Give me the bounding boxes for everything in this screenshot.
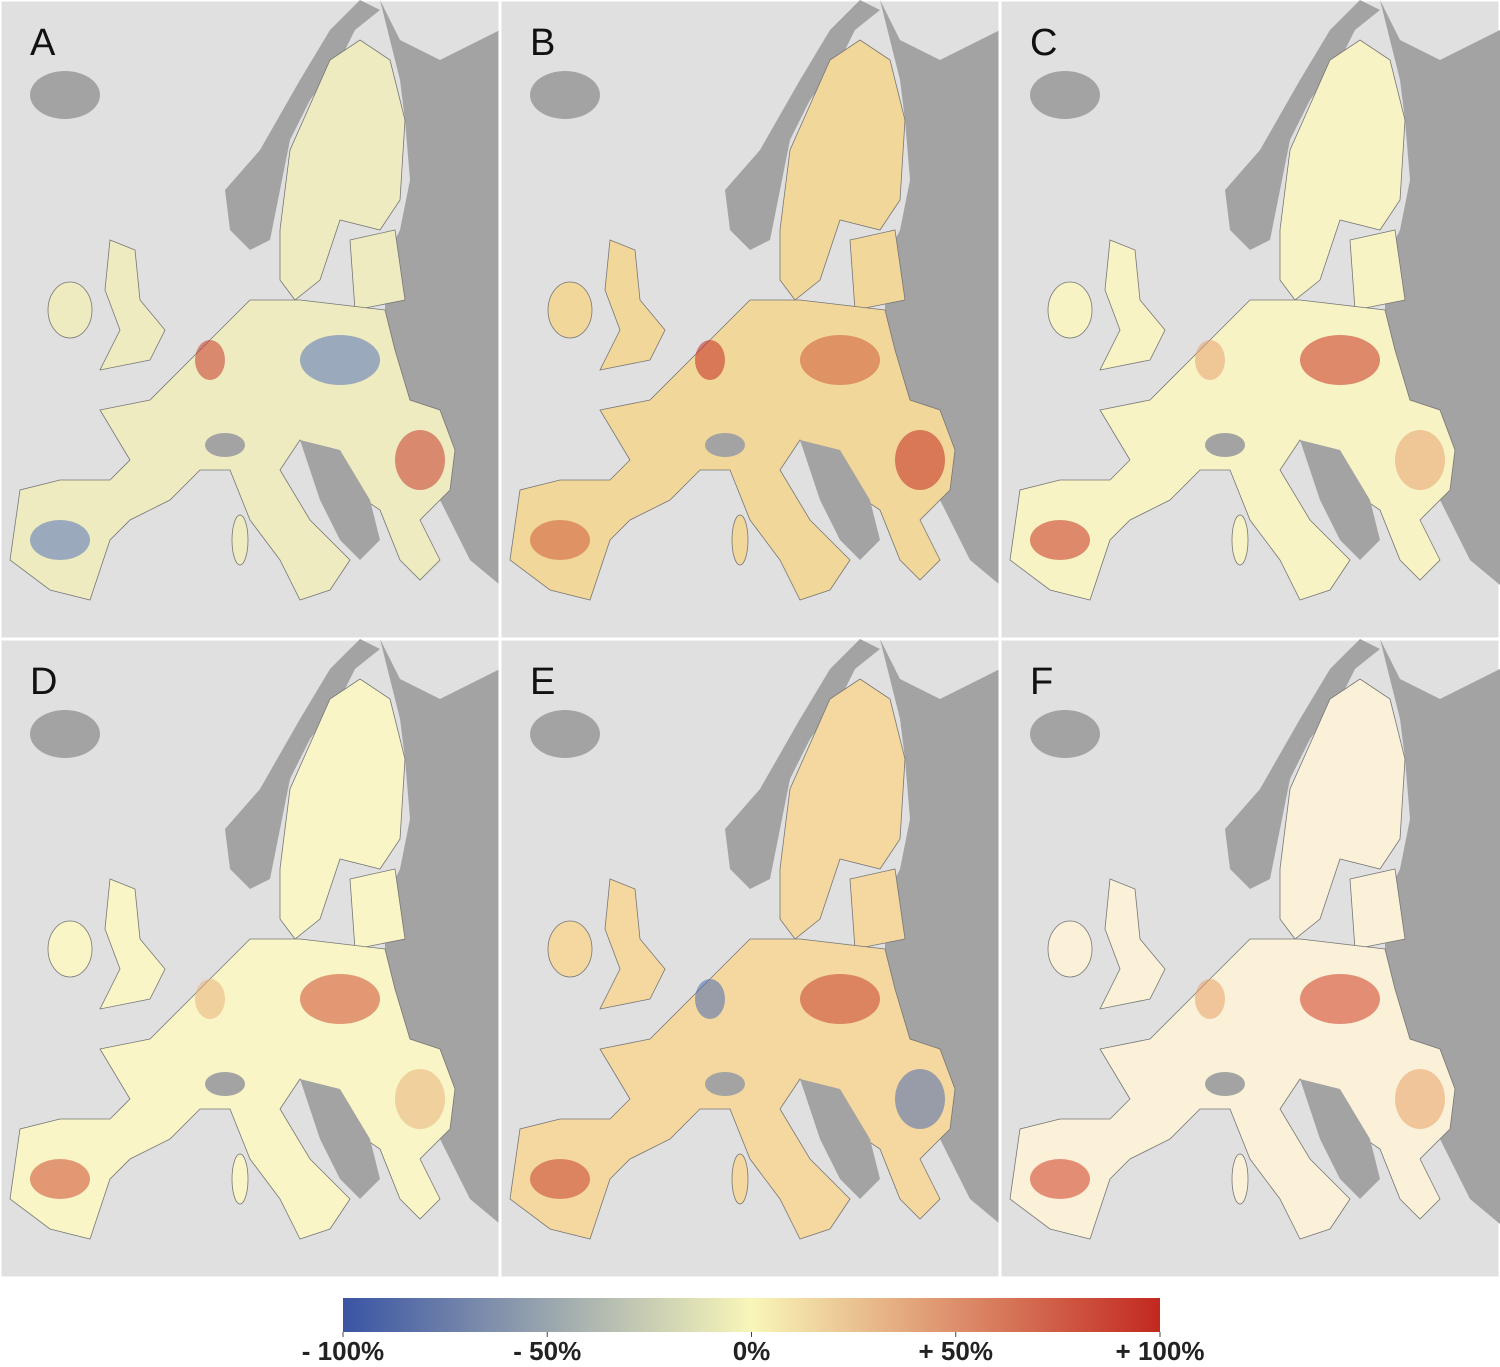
panel-label: B [530, 22, 555, 64]
map-panels: A B C D E F [0, 0, 1500, 1280]
change-hotspot [695, 979, 725, 1019]
change-hotspot [395, 1069, 445, 1129]
change-hotspot [1395, 430, 1445, 490]
colorbar [343, 1298, 1160, 1332]
change-hotspot [1030, 520, 1090, 560]
change-hotspot [195, 340, 225, 380]
map-panel: A [0, 0, 502, 641]
change-hotspot [1030, 1159, 1090, 1199]
map-panel: E [498, 637, 1002, 1280]
change-hotspot [895, 1069, 945, 1129]
panel-label: C [1030, 22, 1057, 64]
change-hotspot [1195, 340, 1225, 380]
tick-label: + 50% [919, 1336, 993, 1366]
change-hotspot [1300, 974, 1380, 1024]
colorbar-ticks: - 100% - 50% 0% + 50% + 100% [302, 1332, 1205, 1366]
map-panel: D [0, 637, 502, 1280]
change-hotspot [895, 430, 945, 490]
change-hotspot [1300, 335, 1380, 385]
tick-label: 0% [733, 1336, 771, 1366]
change-hotspot [800, 335, 880, 385]
map-panel: C [998, 0, 1500, 641]
change-hotspot [30, 520, 90, 560]
change-hotspot [530, 520, 590, 560]
change-hotspot [695, 340, 725, 380]
change-hotspot [530, 1159, 590, 1199]
change-hotspot [1195, 979, 1225, 1019]
map-panel: F [998, 637, 1500, 1280]
tick-label: - 100% [302, 1336, 384, 1366]
panel-label: A [30, 22, 56, 64]
panel-label: F [1030, 661, 1053, 703]
panel-label: E [530, 661, 555, 703]
change-hotspot [1395, 1069, 1445, 1129]
tick-label: - 50% [513, 1336, 581, 1366]
change-hotspot [30, 1159, 90, 1199]
change-hotspot [395, 430, 445, 490]
tick-label: + 100% [1116, 1336, 1205, 1366]
map-panel: B [498, 0, 1002, 641]
change-hotspot [300, 974, 380, 1024]
change-hotspot [195, 979, 225, 1019]
change-hotspot [800, 974, 880, 1024]
panel-label: D [30, 661, 57, 703]
change-hotspot [300, 335, 380, 385]
